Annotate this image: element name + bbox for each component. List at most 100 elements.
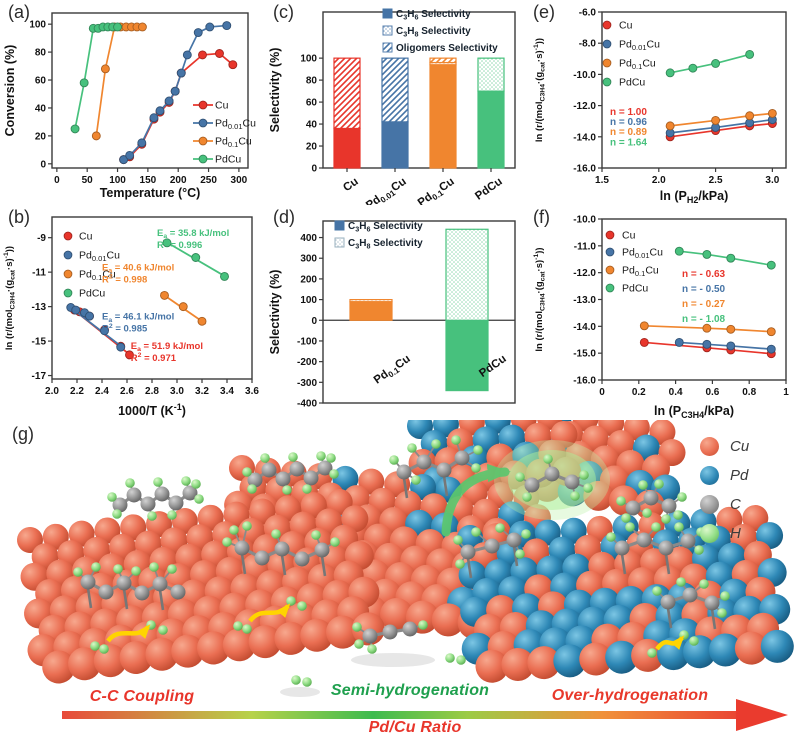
svg-text:100: 100 [300, 295, 317, 306]
h2-molecule [291, 675, 312, 687]
svg-text:Pd0.01Cu: Pd0.01Cu [215, 118, 256, 132]
svg-text:R2 = 0.971: R2 = 0.971 [131, 352, 177, 364]
svg-text:Cu: Cu [215, 100, 229, 112]
svg-text:1.5: 1.5 [595, 175, 609, 186]
panel-d-selectivity-change-chart: (d) -400 -300 -200 -100 0 100 200 300 400 Selecti… [265, 205, 530, 420]
svg-text:3.4: 3.4 [220, 386, 234, 397]
bar-1 [445, 228, 489, 392]
svg-text:-10.0: -10.0 [573, 70, 596, 81]
gas-propyne [352, 620, 428, 654]
h-adatoms [90, 620, 168, 654]
svg-text:200: 200 [170, 175, 187, 186]
atom-legend-row-h: H [700, 519, 749, 548]
svg-text:50: 50 [82, 175, 94, 186]
svg-text:n = 0.96: n = 0.96 [610, 117, 647, 128]
atom-legend: Cu Pd C H [700, 432, 749, 548]
svg-text:-8.0: -8.0 [579, 39, 597, 50]
svg-text:-300: -300 [297, 378, 317, 389]
series [160, 290, 207, 326]
svg-text:Cu: Cu [619, 20, 633, 32]
svg-text:3.2: 3.2 [195, 386, 209, 397]
svg-text:100: 100 [300, 54, 317, 65]
svg-text:n = 1.64: n = 1.64 [610, 137, 647, 148]
svg-text:2.4: 2.4 [95, 386, 109, 397]
svg-text:Ea = 51.9 kJ/mol: Ea = 51.9 kJ/mol [131, 341, 203, 353]
svg-text:0: 0 [54, 175, 60, 186]
svg-text:-16.0: -16.0 [573, 164, 596, 175]
svg-text:C3H8 Selectivity: C3H8 Selectivity [348, 238, 423, 250]
svg-text:R2 = 0.985: R2 = 0.985 [102, 323, 148, 335]
selectivity-stacked-bar-plot: 0 20 40 60 80 100 Selectivity (%) CuPd0.01CuPd0… [268, 8, 516, 205]
svg-text:-13: -13 [32, 302, 47, 313]
svg-text:Pd0.1Cu: Pd0.1Cu [79, 269, 116, 283]
svg-text:C3H6 Selectivity: C3H6 Selectivity [396, 9, 471, 21]
arrhenius-plot: 2.0 2.2 2.4 2.6 2.8 3.0 3.2 3.4 3.6 -17 -15 -13 -11 -… [3, 216, 259, 418]
adsorbed-chain [389, 435, 483, 499]
svg-text:3.0: 3.0 [765, 175, 779, 186]
atom-legend-label: Cu [730, 438, 750, 455]
svg-text:PdCu: PdCu [215, 154, 241, 166]
series [66, 303, 126, 352]
atom-legend-label: Pd [730, 467, 749, 484]
svg-text:Pd0.1Cu: Pd0.1Cu [622, 265, 659, 279]
svg-text:n = - 0.50: n = - 0.50 [682, 284, 726, 295]
svg-text:80: 80 [35, 48, 47, 59]
svg-text:60: 60 [35, 76, 47, 87]
svg-text:ln (r/(molC3H4·(gcat·s)-1)): ln (r/(molC3H4·(gcat·s)-1)) [533, 38, 546, 142]
svg-text:-11: -11 [32, 268, 46, 279]
bar-1 [381, 57, 409, 169]
svg-text:400: 400 [300, 233, 317, 244]
svg-text:2.0: 2.0 [45, 386, 59, 397]
selectivity-posneg-bar-plot: -400 -300 -200 -100 0 100 200 300 400 Selectivity… [268, 220, 516, 410]
panel-label-f: (f) [533, 207, 550, 227]
svg-text:Cu: Cu [341, 176, 360, 195]
conversion-vs-temperature-plot: 0 50 100 150 200 250 300020406080100Temperatur… [3, 12, 256, 200]
panel-label-b: (b) [8, 207, 30, 227]
h2-reaction-order-plot: 1.5 2.0 2.5 3.0 -16.0 -14.0 -12.0 -10.0 -8.0 -6.0… [533, 8, 787, 205]
panel-label-c: (c) [273, 2, 294, 22]
svg-text:300: 300 [300, 254, 317, 265]
svg-text:Ea = 46.1 kJ/mol: Ea = 46.1 kJ/mol [102, 312, 174, 324]
svg-text:2.0: 2.0 [652, 175, 666, 186]
svg-text:Pd0.1Cu: Pd0.1Cu [372, 353, 414, 388]
h-adatoms [647, 630, 699, 658]
svg-text:C3H8 Selectivity: C3H8 Selectivity [396, 26, 471, 38]
svg-text:Ea = 35.8 kJ/mol: Ea = 35.8 kJ/mol [157, 228, 229, 240]
label-cc-coupling: C-C Coupling [89, 688, 195, 705]
svg-text:R2 = 0.998: R2 = 0.998 [102, 274, 147, 286]
svg-text:n = 0.89: n = 0.89 [610, 127, 647, 138]
panel-b-arrhenius-chart: (b) 2.0 2.2 2.4 2.6 2.8 3.0 3.2 3.4 3.6 -17 -15 -13… [0, 205, 265, 420]
svg-text:20: 20 [306, 142, 318, 153]
pd-atom-icon [700, 466, 719, 485]
svg-text:Pd0.01Cu: Pd0.01Cu [79, 250, 120, 264]
plot-legend: Cu Pd0.01Cu Pd0.1Cu PdCu [602, 20, 660, 89]
svg-text:-13.0: -13.0 [573, 295, 596, 306]
series [674, 246, 776, 270]
bar-3 [477, 57, 505, 169]
svg-text:Pd0.1Cu: Pd0.1Cu [215, 136, 252, 150]
h-adatoms [233, 596, 307, 634]
svg-text:Pd0.1Cu: Pd0.1Cu [416, 176, 458, 205]
svg-text:60: 60 [306, 98, 318, 109]
series [665, 108, 777, 131]
atom-legend-label: H [730, 525, 741, 542]
svg-text:Pd0.01Cu: Pd0.01Cu [364, 176, 410, 205]
svg-text:100: 100 [109, 175, 126, 186]
adsorbed-oligomer [73, 562, 186, 611]
svg-text:-200: -200 [297, 357, 317, 368]
bar-0 [333, 57, 361, 169]
panel-label-g: (g) [12, 424, 34, 444]
series [674, 337, 776, 354]
panel-a-conversion-chart: (a) 0 50 100 150 200 250 300 0 20 40 60 80 100 Temper… [0, 0, 265, 205]
svg-text:-11.0: -11.0 [574, 241, 597, 252]
panel-label-a: (a) [8, 2, 30, 22]
yellow-diffusion-arrow [106, 624, 151, 643]
adsorbed-propyl [453, 523, 531, 579]
adsorbed-oligomer [222, 521, 340, 577]
svg-text:PdCu: PdCu [473, 176, 504, 203]
svg-text:Conversion (%): Conversion (%) [3, 45, 17, 137]
label-pdcu-ratio: Pd/Cu Ratio [368, 719, 462, 736]
gas-propene-product [494, 440, 610, 520]
adsorbed-chain [652, 577, 730, 630]
svg-text:Pd0.01Cu: Pd0.01Cu [622, 247, 663, 261]
